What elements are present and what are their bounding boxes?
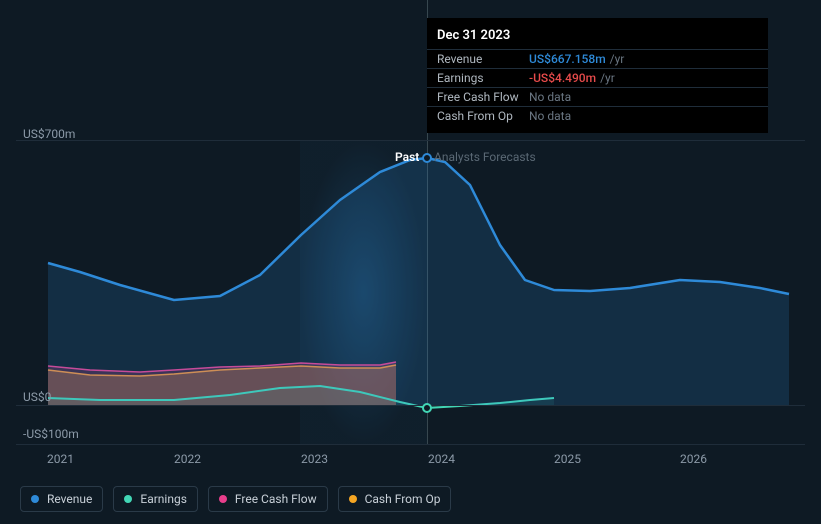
tooltip-row-nodata: No data xyxy=(529,109,571,123)
y-axis-tick: -US$100m xyxy=(23,427,79,441)
x-axis-tick: 2024 xyxy=(428,452,455,466)
tooltip-row-label: Cash From Op xyxy=(437,109,529,123)
legend: Revenue Earnings Free Cash Flow Cash From O… xyxy=(20,486,451,512)
legend-label: Earnings xyxy=(140,492,187,506)
legend-dot xyxy=(31,495,39,503)
legend-label: Free Cash Flow xyxy=(235,492,317,506)
x-axis-tick: 2025 xyxy=(554,452,581,466)
legend-dot xyxy=(349,495,357,503)
tooltip-rows: RevenueUS$667.158m/yrEarnings-US$4.490m/… xyxy=(427,49,768,125)
legend-dot xyxy=(124,495,132,503)
legend-label: Cash From Op xyxy=(365,492,441,506)
gridline xyxy=(16,444,805,445)
tooltip-row-label: Free Cash Flow xyxy=(437,90,529,104)
legend-label: Revenue xyxy=(47,492,92,506)
legend-item-cash_from_op[interactable]: Cash From Op xyxy=(338,486,452,512)
x-axis-tick: 2022 xyxy=(174,452,201,466)
tooltip-row-unit: /yr xyxy=(610,52,625,66)
data-marker xyxy=(422,403,432,413)
legend-item-revenue[interactable]: Revenue xyxy=(20,486,103,512)
chart-tooltip: Dec 31 2023 RevenueUS$667.158m/yrEarning… xyxy=(427,18,768,133)
gridline xyxy=(16,140,805,141)
x-axis-tick: 2026 xyxy=(680,452,707,466)
forecast-label: Analysts Forecasts xyxy=(434,150,536,164)
tooltip-row: RevenueUS$667.158m/yr xyxy=(427,49,768,68)
tooltip-row-value: -US$4.490m xyxy=(529,71,596,85)
legend-dot xyxy=(219,495,227,503)
gridline xyxy=(16,405,805,406)
tooltip-row-value: US$667.158m xyxy=(529,52,606,66)
financial-chart: Past Analysts Forecasts Dec 31 2023 Reve… xyxy=(0,0,821,524)
legend-item-earnings[interactable]: Earnings xyxy=(113,486,198,512)
x-axis-tick: 2023 xyxy=(301,452,328,466)
tooltip-row: Earnings-US$4.490m/yr xyxy=(427,68,768,87)
tooltip-row-label: Revenue xyxy=(437,52,529,66)
data-marker xyxy=(422,153,432,163)
y-axis-tick: US$0 xyxy=(23,390,51,404)
y-axis-tick: US$700m xyxy=(23,127,75,141)
tooltip-date: Dec 31 2023 xyxy=(427,28,768,49)
legend-item-free_cash_flow[interactable]: Free Cash Flow xyxy=(208,486,328,512)
tooltip-row: Cash From OpNo data xyxy=(427,106,768,125)
tooltip-row-nodata: No data xyxy=(529,90,571,104)
tooltip-row-label: Earnings xyxy=(437,71,529,85)
tooltip-row: Free Cash FlowNo data xyxy=(427,87,768,106)
x-axis-tick: 2021 xyxy=(47,452,74,466)
tooltip-row-unit: /yr xyxy=(600,71,615,85)
past-label: Past xyxy=(395,150,419,164)
